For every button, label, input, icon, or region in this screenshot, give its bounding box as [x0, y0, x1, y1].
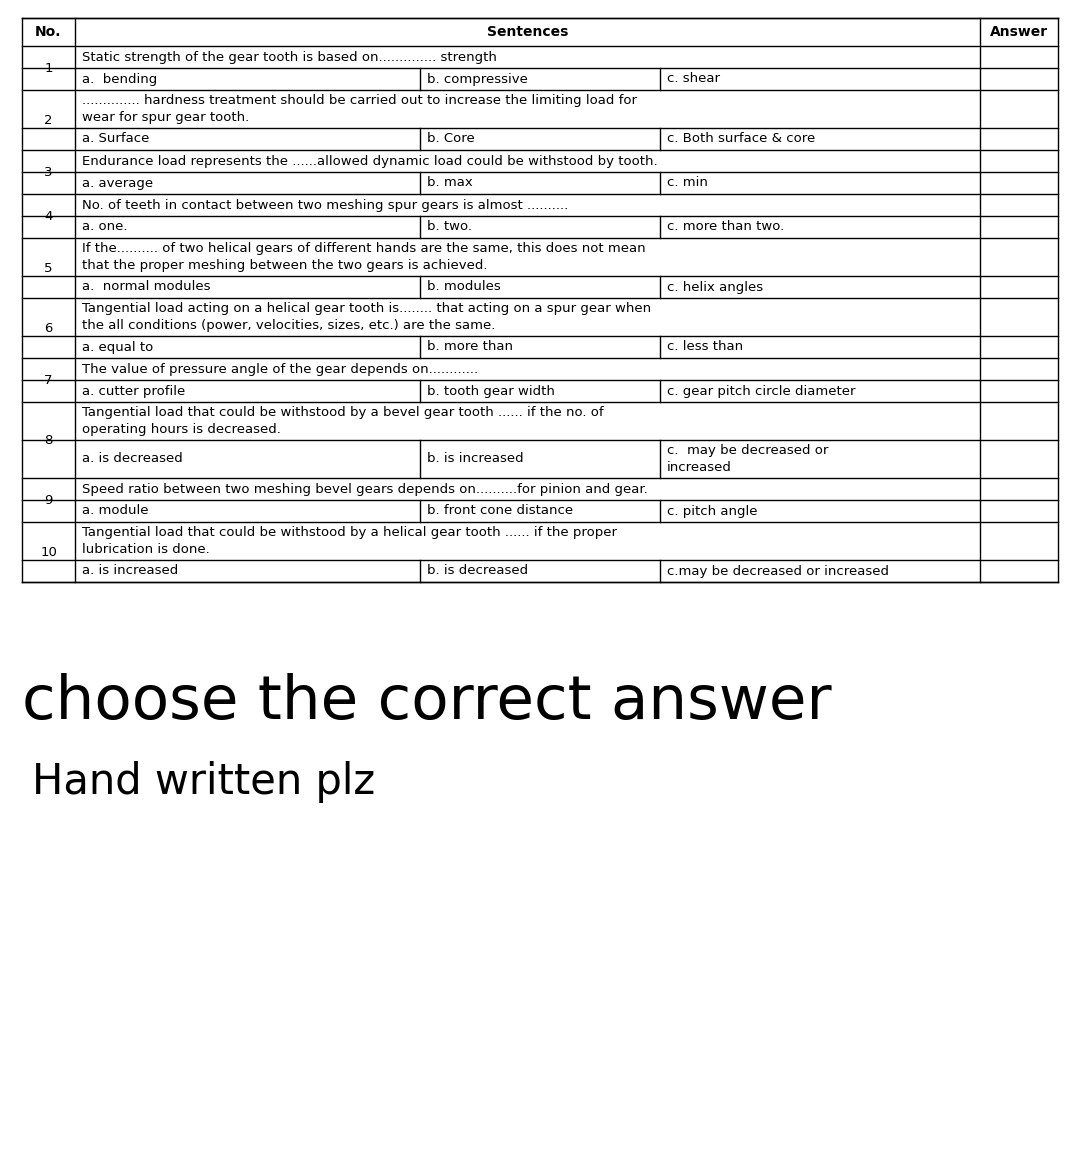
- Text: a. average: a. average: [82, 177, 153, 190]
- Text: 3: 3: [44, 165, 53, 178]
- Text: a. is increased: a. is increased: [82, 565, 178, 577]
- Text: 4: 4: [44, 210, 53, 222]
- Text: 6: 6: [44, 321, 53, 334]
- Text: c. less than: c. less than: [667, 341, 743, 354]
- Text: c. more than two.: c. more than two.: [667, 220, 784, 234]
- Text: 1: 1: [44, 62, 53, 74]
- Text: Speed ratio between two meshing bevel gears depends on..........for pinion and g: Speed ratio between two meshing bevel ge…: [82, 483, 648, 496]
- Text: Tangential load that could be withstood by a helical gear tooth ...... if the pr: Tangential load that could be withstood …: [82, 526, 617, 539]
- Text: If the.......... of two helical gears of different hands are the same, this does: If the.......... of two helical gears of…: [82, 242, 646, 255]
- Text: operating hours is decreased.: operating hours is decreased.: [82, 423, 281, 435]
- Text: 9: 9: [44, 494, 53, 506]
- Text: b. max: b. max: [427, 177, 473, 190]
- Text: No. of teeth in contact between two meshing spur gears is almost ..........: No. of teeth in contact between two mesh…: [82, 199, 568, 212]
- Text: b. Core: b. Core: [427, 133, 475, 146]
- Text: No.: No.: [36, 24, 62, 40]
- Text: a. equal to: a. equal to: [82, 341, 153, 354]
- Text: b. modules: b. modules: [427, 281, 501, 293]
- Text: 7: 7: [44, 374, 53, 386]
- Text: a. is decreased: a. is decreased: [82, 453, 183, 466]
- Text: c. min: c. min: [667, 177, 707, 190]
- Text: a. Surface: a. Surface: [82, 133, 149, 146]
- Text: c. pitch angle: c. pitch angle: [667, 504, 757, 518]
- Text: a.  bending: a. bending: [82, 72, 158, 85]
- Text: Tangential load acting on a helical gear tooth is........ that acting on a spur : Tangential load acting on a helical gear…: [82, 303, 651, 315]
- Text: c. helix angles: c. helix angles: [667, 281, 764, 293]
- Text: .............. hardness treatment should be carried out to increase the limiting: .............. hardness treatment should…: [82, 94, 637, 107]
- Text: b. compressive: b. compressive: [427, 72, 528, 85]
- Text: 5: 5: [44, 262, 53, 275]
- Text: c.  may be decreased or: c. may be decreased or: [667, 445, 828, 457]
- Text: increased: increased: [667, 461, 732, 474]
- Text: 10: 10: [40, 546, 57, 559]
- Text: Answer: Answer: [990, 24, 1048, 40]
- Text: the all conditions (power, velocities, sizes, etc.) are the same.: the all conditions (power, velocities, s…: [82, 319, 496, 332]
- Text: wear for spur gear tooth.: wear for spur gear tooth.: [82, 111, 249, 123]
- Text: b. front cone distance: b. front cone distance: [427, 504, 573, 518]
- Text: a. module: a. module: [82, 504, 149, 518]
- Text: Endurance load represents the ......allowed dynamic load could be withstood by t: Endurance load represents the ......allo…: [82, 155, 658, 168]
- Text: b. is decreased: b. is decreased: [427, 565, 528, 577]
- Text: that the proper meshing between the two gears is achieved.: that the proper meshing between the two …: [82, 258, 487, 272]
- Text: a. one.: a. one.: [82, 220, 127, 234]
- Text: c. shear: c. shear: [667, 72, 720, 85]
- Text: Tangential load that could be withstood by a bevel gear tooth ...... if the no. : Tangential load that could be withstood …: [82, 406, 604, 419]
- Text: Hand written plz: Hand written plz: [32, 761, 375, 803]
- Text: choose the correct answer: choose the correct answer: [22, 673, 832, 731]
- Text: a. cutter profile: a. cutter profile: [82, 384, 186, 397]
- Text: lubrication is done.: lubrication is done.: [82, 542, 210, 556]
- Text: c.may be decreased or increased: c.may be decreased or increased: [667, 565, 889, 577]
- Text: 8: 8: [44, 433, 53, 447]
- Text: b. tooth gear width: b. tooth gear width: [427, 384, 555, 397]
- Text: c. Both surface & core: c. Both surface & core: [667, 133, 815, 146]
- Text: b. two.: b. two.: [427, 220, 472, 234]
- Text: The value of pressure angle of the gear depends on............: The value of pressure angle of the gear …: [82, 362, 478, 376]
- Text: a.  normal modules: a. normal modules: [82, 281, 211, 293]
- Text: c. gear pitch circle diameter: c. gear pitch circle diameter: [667, 384, 855, 397]
- Text: Static strength of the gear tooth is based on.............. strength: Static strength of the gear tooth is bas…: [82, 50, 497, 64]
- Text: Sentences: Sentences: [487, 24, 568, 40]
- Text: b. is increased: b. is increased: [427, 453, 524, 466]
- Text: 2: 2: [44, 114, 53, 127]
- Text: b. more than: b. more than: [427, 341, 513, 354]
